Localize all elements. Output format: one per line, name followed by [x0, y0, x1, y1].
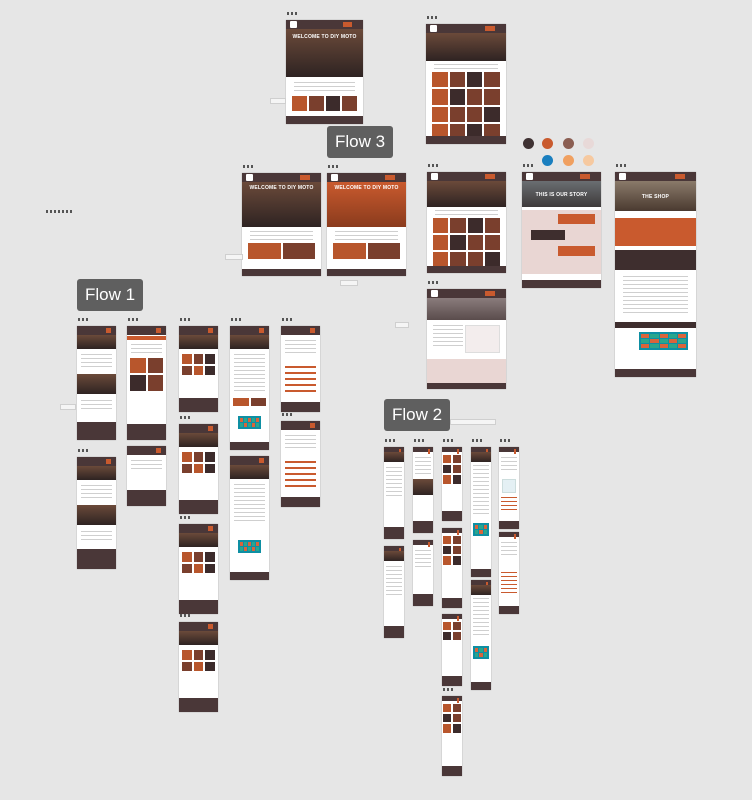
artboard-menu-dots[interactable] — [231, 318, 242, 321]
artboard-menu-dots[interactable] — [282, 413, 293, 416]
artboard-home-a[interactable]: WELCOME TO DIY MOTO — [242, 173, 321, 276]
swatch-peach[interactable] — [563, 155, 574, 166]
artboard-menu-dots[interactable] — [180, 516, 191, 519]
artboard-menu-dots[interactable] — [472, 439, 483, 442]
artboard-menu-dots[interactable] — [78, 449, 89, 452]
artboard-f2-gallery-b[interactable] — [442, 528, 462, 608]
artboard-the-shop[interactable]: THE SHOP — [615, 172, 696, 377]
swatch-dark-brown[interactable] — [523, 138, 534, 149]
artboard-f1-home-a[interactable] — [77, 326, 116, 440]
artboard-f1-shop-b[interactable] — [127, 446, 166, 506]
artboard-f2-contact-a[interactable] — [499, 447, 519, 529]
artboard-f2-story-b[interactable] — [471, 580, 491, 690]
prototype-link[interactable] — [60, 404, 76, 410]
welcome-title: WELCOME TO DIY MOTO — [292, 34, 357, 40]
prototype-link[interactable] — [340, 280, 358, 286]
flow-3-label[interactable]: Flow 3 — [327, 126, 393, 158]
artboard-menu-dots[interactable] — [523, 164, 534, 167]
artboard-f1-story-a[interactable] — [230, 326, 269, 450]
artboard-menu-dots[interactable] — [78, 318, 89, 321]
artboard-f1-gallery-b[interactable] — [179, 424, 218, 514]
swatch-mauve[interactable] — [563, 138, 574, 149]
prototype-link[interactable] — [395, 322, 409, 328]
prototype-link[interactable] — [450, 419, 496, 425]
artboard-f1-home-b[interactable] — [77, 457, 116, 569]
artboard-f2-home-b[interactable] — [384, 546, 404, 638]
artboard-menu-dots[interactable] — [180, 614, 191, 617]
swatch-blue[interactable] — [542, 155, 553, 166]
artboard-f2-gallery-c[interactable] — [442, 614, 462, 686]
artboard-f1-gallery-a[interactable] — [179, 326, 218, 412]
artboard-home-b[interactable]: WELCOME TO DIY MOTO — [327, 173, 406, 276]
artboard-f2-shop-a[interactable] — [413, 447, 433, 533]
artboard-menu-dots[interactable] — [180, 318, 191, 321]
artboard-menu-dots[interactable] — [385, 439, 396, 442]
artboard-menu-dots[interactable] — [180, 416, 191, 419]
artboard-menu-dots[interactable] — [616, 164, 627, 167]
artboard-f1-story-b[interactable] — [230, 456, 269, 580]
artboard-menu-dots[interactable] — [243, 165, 254, 168]
artboard-menu-dots[interactable] — [427, 16, 438, 19]
prototype-link[interactable] — [225, 254, 243, 260]
artboard-menu-dots[interactable] — [128, 318, 139, 321]
artboard-contact[interactable] — [427, 289, 506, 389]
shop-title: THE SHOP — [641, 194, 670, 200]
artboard-f1-gallery-c[interactable] — [179, 524, 218, 614]
swatch-light-peach[interactable] — [583, 155, 594, 166]
artboard-f2-story-a[interactable] — [471, 447, 491, 577]
artboard-f2-shop-b[interactable] — [413, 540, 433, 606]
artboard-menu-dots[interactable] — [414, 439, 425, 442]
artboard-f2-home-a[interactable] — [384, 447, 404, 539]
welcome-title: WELCOME TO DIY MOTO — [249, 185, 314, 191]
artboard-menu-dots[interactable] — [500, 439, 511, 442]
artboard-home-desktop[interactable]: WELCOME TO DIY MOTO — [286, 20, 363, 124]
swatch-orange[interactable] — [542, 138, 553, 149]
artboard-f1-contact-a[interactable] — [281, 326, 320, 412]
artboard-gallery-desktop[interactable] — [426, 24, 506, 144]
welcome-title: WELCOME TO DIY MOTO — [334, 185, 399, 191]
flow-1-label[interactable]: Flow 1 — [77, 279, 143, 311]
artboard-f2-gallery-d[interactable] — [442, 696, 462, 776]
artboard-f2-contact-b[interactable] — [499, 532, 519, 614]
artboard-menu-dots[interactable] — [282, 318, 293, 321]
artboard-f1-shop-a[interactable] — [127, 326, 166, 440]
artboard-menu-dots[interactable] — [287, 12, 298, 15]
story-title: THIS IS OUR STORY — [535, 192, 588, 198]
artboard-f1-contact-b[interactable] — [281, 421, 320, 507]
canvas-marker — [46, 210, 72, 213]
artboard-our-story[interactable]: THIS IS OUR STORY — [522, 172, 601, 288]
artboard-gallery-b[interactable] — [427, 172, 506, 273]
prototype-link[interactable] — [270, 98, 286, 104]
artboard-menu-dots[interactable] — [443, 439, 454, 442]
artboard-f2-gallery-a[interactable] — [442, 447, 462, 521]
artboard-menu-dots[interactable] — [328, 165, 339, 168]
artboard-menu-dots[interactable] — [443, 688, 454, 691]
flow-2-label[interactable]: Flow 2 — [384, 399, 450, 431]
artboard-menu-dots[interactable] — [428, 281, 439, 284]
artboard-menu-dots[interactable] — [428, 164, 439, 167]
artboard-f1-gallery-d[interactable] — [179, 622, 218, 712]
swatch-light-pink[interactable] — [583, 138, 594, 149]
